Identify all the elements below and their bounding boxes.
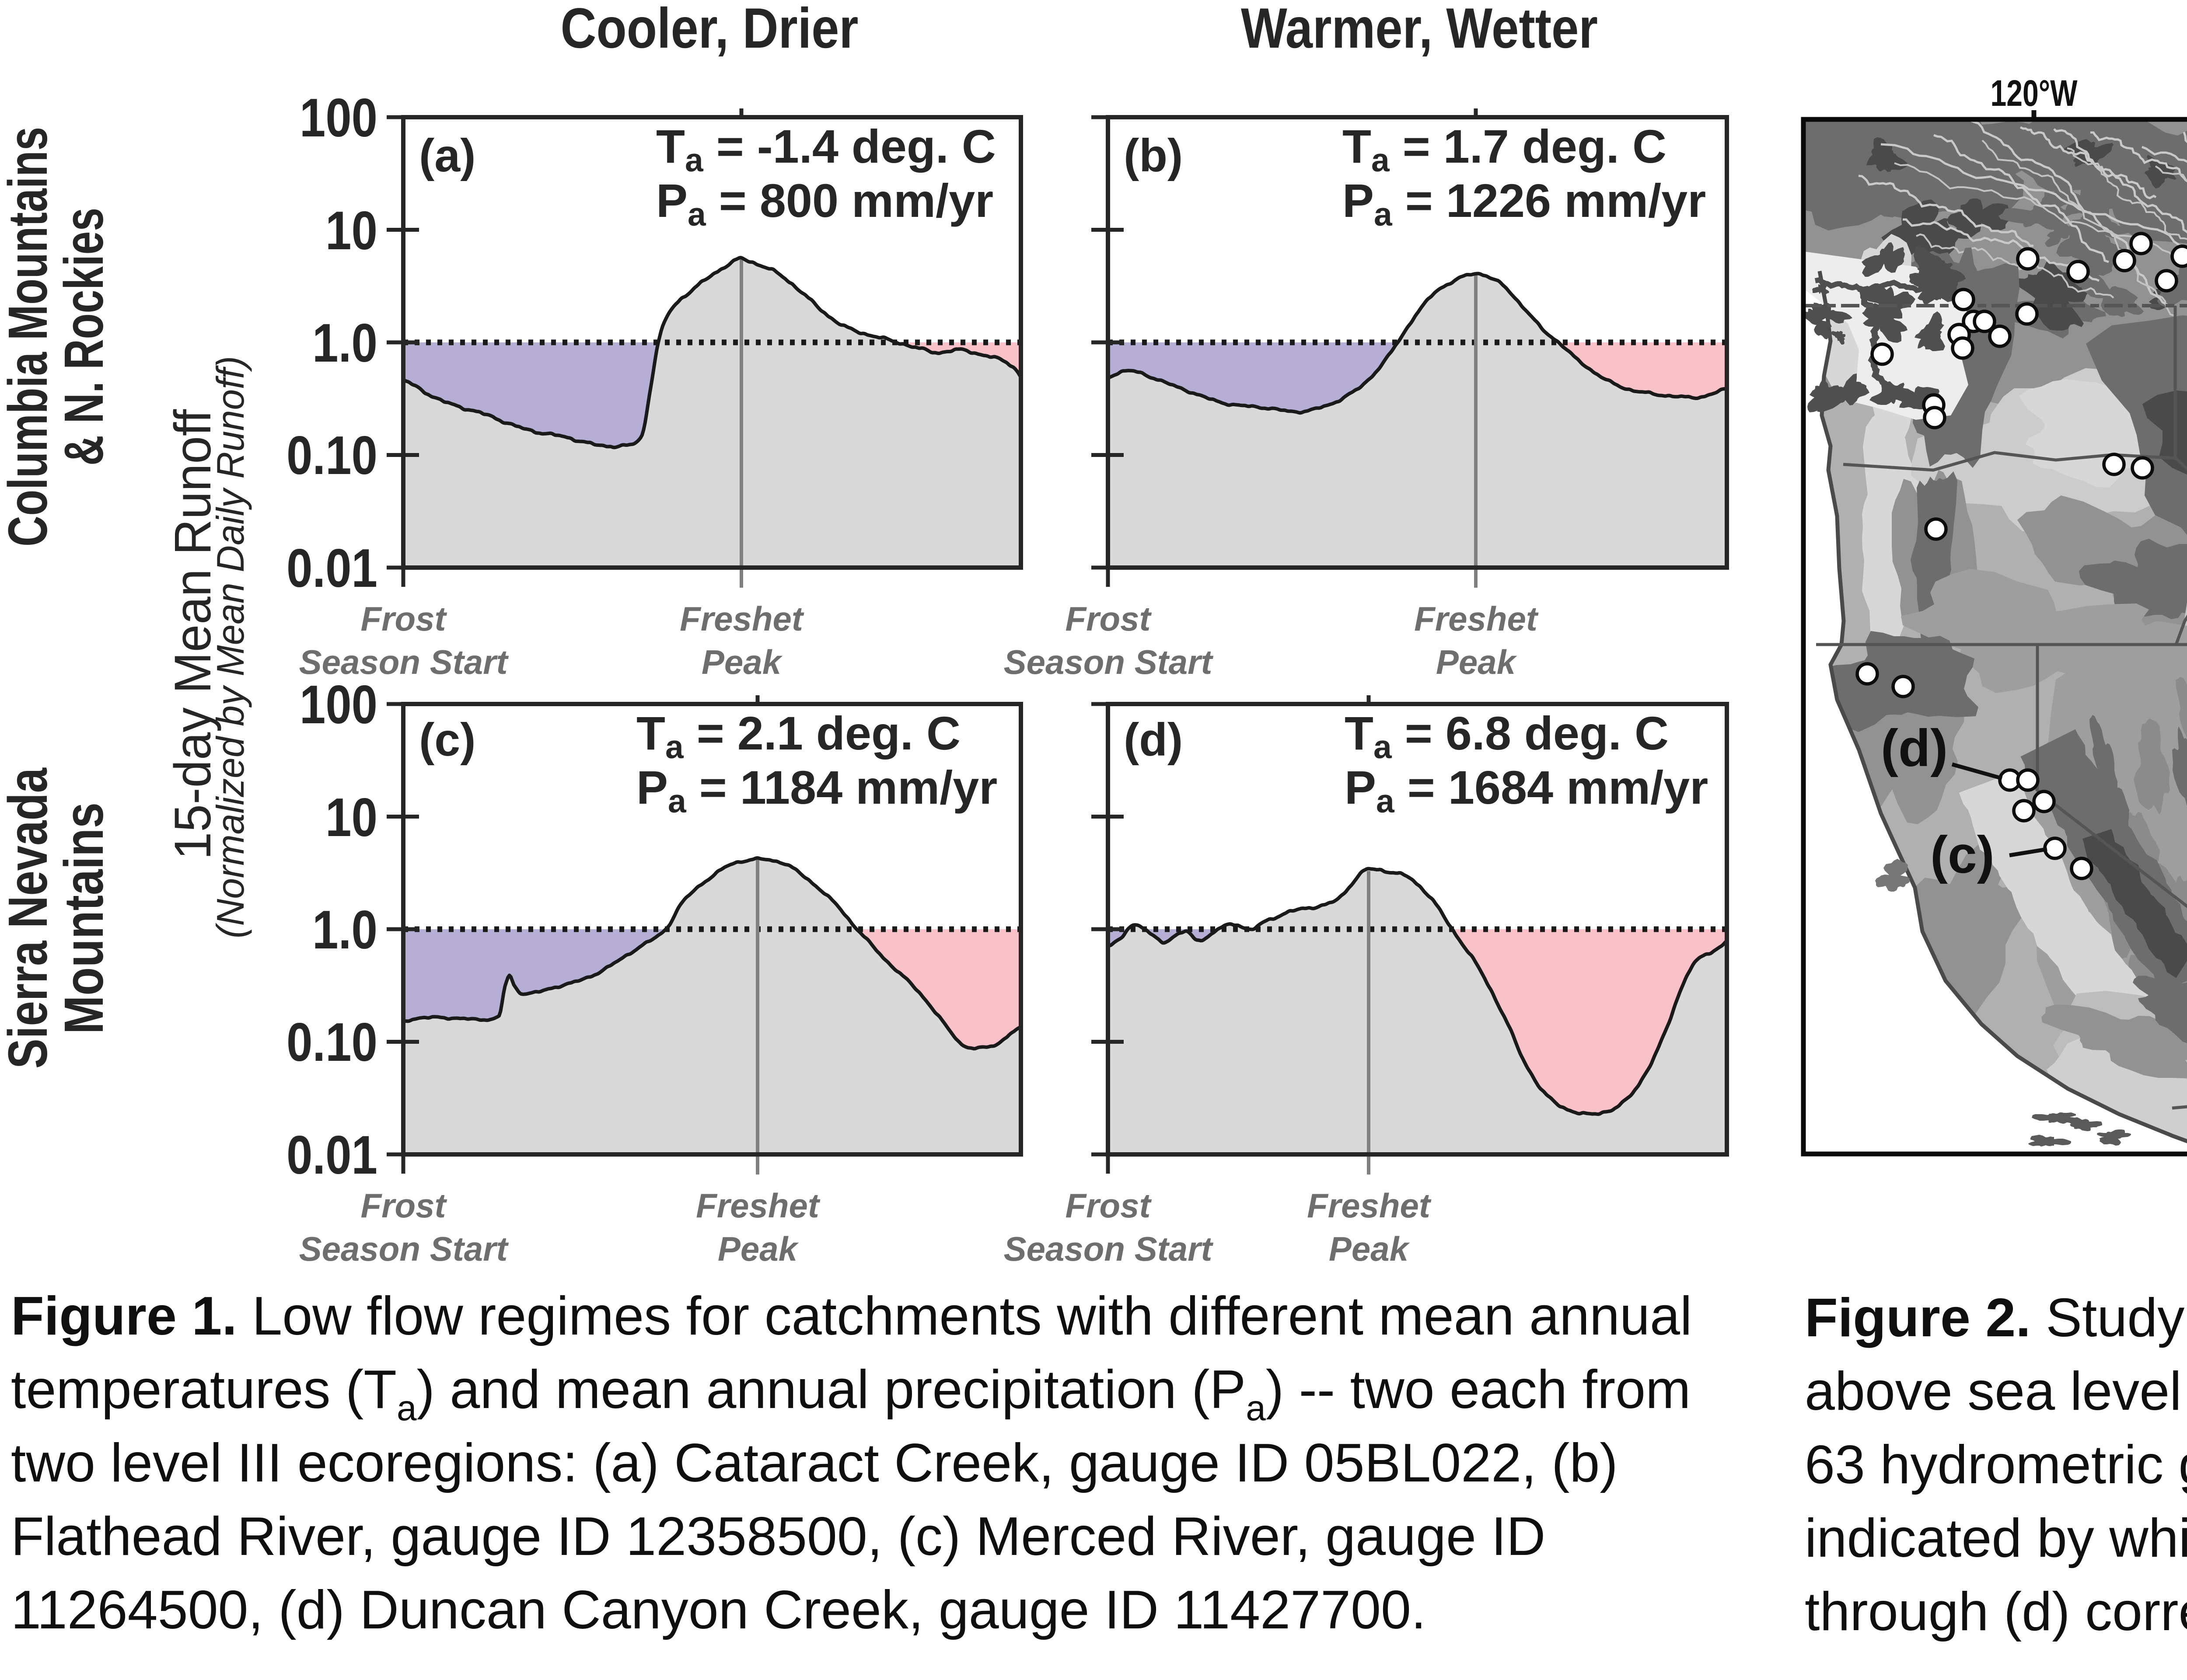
- svg-text:Sierra Nevada: Sierra Nevada: [0, 767, 59, 1069]
- svg-text:indicated by white circles. Ga: indicated by white circles. Gauges label…: [1805, 1508, 2187, 1568]
- svg-text:Frost: Frost: [361, 600, 447, 638]
- svg-text:Frost: Frost: [1066, 1186, 1152, 1225]
- svg-text:0.01: 0.01: [286, 538, 377, 599]
- svg-text:two level III ecoregions: (a): two level III ecoregions: (a) Cataract C…: [11, 1433, 1618, 1493]
- svg-text:(b): (b): [1124, 130, 1183, 181]
- svg-text:11264500, (d) Duncan Canyon Cr: 11264500, (d) Duncan Canyon Creek, gauge…: [11, 1580, 1426, 1640]
- svg-text:Peak: Peak: [702, 643, 783, 681]
- svg-text:Warmer, Wetter: Warmer, Wetter: [1241, 0, 1598, 60]
- svg-text:Peak: Peak: [1436, 643, 1517, 681]
- svg-text:Ta = 1.7 deg. C: Ta = 1.7 deg. C: [1342, 120, 1666, 178]
- svg-text:Columbia Mountains: Columbia Mountains: [0, 127, 59, 547]
- svg-text:Season Start: Season Start: [299, 1230, 509, 1268]
- svg-text:Peak: Peak: [718, 1230, 799, 1268]
- svg-text:Peak: Peak: [1329, 1230, 1410, 1268]
- svg-text:10: 10: [325, 201, 377, 261]
- svg-text:1.0: 1.0: [312, 313, 377, 373]
- svg-text:Ta = 6.8 deg. C: Ta = 6.8 deg. C: [1345, 707, 1669, 765]
- svg-text:Freshet: Freshet: [1414, 600, 1539, 638]
- svg-text:Season Start: Season Start: [1004, 1230, 1214, 1268]
- svg-text:10: 10: [325, 788, 377, 848]
- svg-text:Cooler, Drier: Cooler, Drier: [561, 0, 859, 60]
- svg-text:Figure 2. Study region elevati: Figure 2. Study region elevation in mete…: [1805, 1288, 2187, 1348]
- svg-text:(d): (d): [1881, 719, 1948, 777]
- svg-text:Flathead River, gauge ID 12358: Flathead River, gauge ID 12358500, (c) M…: [11, 1506, 1545, 1567]
- svg-text:& N. Rockies: & N. Rockies: [53, 208, 115, 466]
- svg-text:Pa = 800 mm/yr: Pa = 800 mm/yr: [656, 174, 993, 233]
- svg-text:Pa = 1226 mm/yr: Pa = 1226 mm/yr: [1342, 174, 1706, 233]
- svg-text:Frost: Frost: [1066, 600, 1152, 638]
- svg-text:Season Start: Season Start: [1004, 643, 1214, 681]
- svg-text:0.01: 0.01: [286, 1125, 377, 1185]
- svg-text:(d): (d): [1124, 714, 1183, 766]
- svg-text:above sea level (MASL) with lo: above sea level (MASL) with locations of…: [1805, 1361, 2187, 1422]
- svg-text:(a): (a): [419, 130, 476, 181]
- svg-text:(c): (c): [1930, 826, 1995, 884]
- svg-text:through (d) correspond to pane: through (d) correspond to panels in Figu…: [1805, 1582, 2187, 1642]
- svg-text:Mountains: Mountains: [53, 802, 115, 1034]
- svg-text:0.10: 0.10: [286, 425, 377, 486]
- svg-text:Freshet: Freshet: [696, 1186, 821, 1225]
- svg-text:(Normalized by Mean Daily Runo: (Normalized by Mean Daily Runoff): [209, 356, 252, 938]
- svg-text:Season Start: Season Start: [299, 643, 509, 681]
- svg-text:120°W: 120°W: [1991, 73, 2078, 114]
- svg-text:1.0: 1.0: [312, 900, 377, 960]
- svg-text:(c): (c): [419, 714, 476, 766]
- svg-text:15-day Mean Runoff: 15-day Mean Runoff: [164, 409, 222, 860]
- svg-text:100: 100: [300, 88, 377, 148]
- svg-text:Freshet: Freshet: [680, 600, 804, 638]
- svg-text:Freshet: Freshet: [1307, 1186, 1432, 1225]
- svg-text:100: 100: [300, 675, 377, 735]
- svg-text:Figure 1. Low flow regimes for: Figure 1. Low flow regimes for catchment…: [11, 1286, 1692, 1346]
- svg-text:Pa = 1684 mm/yr: Pa = 1684 mm/yr: [1345, 761, 1708, 819]
- svg-text:Ta = 2.1 deg. C: Ta = 2.1 deg. C: [636, 707, 961, 765]
- svg-text:0.10: 0.10: [286, 1012, 377, 1073]
- svg-text:temperatures (Ta) and mean ann: temperatures (Ta) and mean annual precip…: [11, 1359, 1691, 1428]
- svg-text:63 hydrometric gauges used in: 63 hydrometric gauges used in this study: [1805, 1435, 2187, 1495]
- svg-text:Ta = -1.4 deg. C: Ta = -1.4 deg. C: [656, 120, 996, 178]
- svg-text:Pa = 1184 mm/yr: Pa = 1184 mm/yr: [636, 761, 997, 819]
- svg-text:Frost: Frost: [361, 1186, 447, 1225]
